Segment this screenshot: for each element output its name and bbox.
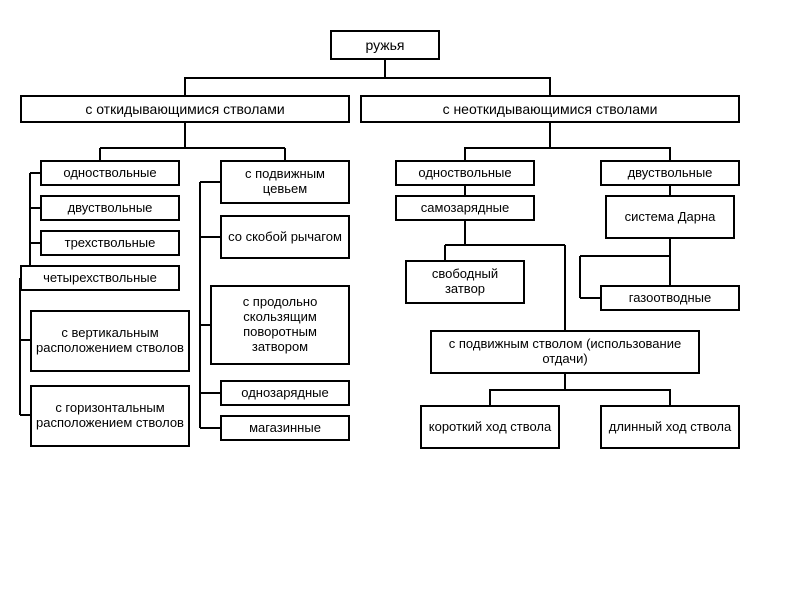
node-recoil: с подвижным стволом (использование отдач… <box>430 330 700 374</box>
node-blowback-label: свободный затвор <box>411 267 519 297</box>
node-darne: система Дарна <box>605 195 735 239</box>
node-forend-label: с подвижным цевьем <box>226 167 344 197</box>
node-single-shot: однозарядные <box>220 380 350 406</box>
node-selfload: самозарядные <box>395 195 535 221</box>
node-nt-two: двуствольные <box>600 160 740 186</box>
node-four-label: четырехствольные <box>43 271 157 286</box>
node-nontilt-label: с неоткидывающимися стволами <box>443 101 658 117</box>
node-two: двуствольные <box>40 195 180 221</box>
node-magazine: магазинные <box>220 415 350 441</box>
node-tilt-label: с откидывающимися стволами <box>85 101 284 117</box>
node-bolt-label: с продольно скользящим поворотным затвор… <box>216 295 344 355</box>
node-horiz: с горизонтальным расположением стволов <box>30 385 190 447</box>
node-nt-two-label: двуствольные <box>628 166 713 181</box>
node-nontilt: с неоткидывающимися стволами <box>360 95 740 123</box>
node-long-label: длинный ход ствола <box>609 420 731 435</box>
node-short: короткий ход ствола <box>420 405 560 449</box>
node-single-shot-label: однозарядные <box>241 386 328 401</box>
node-darne-label: система Дарна <box>625 210 716 225</box>
node-lever: со скобой рычагом <box>220 215 350 259</box>
node-long: длинный ход ствола <box>600 405 740 449</box>
node-tilt: с откидывающимися стволами <box>20 95 350 123</box>
node-two-label: двуствольные <box>68 201 153 216</box>
node-bolt: с продольно скользящим поворотным затвор… <box>210 285 350 365</box>
node-vert-label: с вертикальным расположением стволов <box>36 326 184 356</box>
node-root-label: ружья <box>365 37 404 53</box>
node-recoil-label: с подвижным стволом (использование отдач… <box>436 337 694 367</box>
node-forend: с подвижным цевьем <box>220 160 350 204</box>
diagram-canvas: ружья с откидывающимися стволами с неотк… <box>0 0 800 600</box>
node-magazine-label: магазинные <box>249 421 321 436</box>
node-nt-one-label: одноствольные <box>418 166 511 181</box>
node-blowback: свободный затвор <box>405 260 525 304</box>
node-one: одноствольные <box>40 160 180 186</box>
node-selfload-label: самозарядные <box>421 201 509 216</box>
node-three-label: трехствольные <box>65 236 156 251</box>
node-four: четырехствольные <box>20 265 180 291</box>
node-root: ружья <box>330 30 440 60</box>
node-nt-one: одноствольные <box>395 160 535 186</box>
node-short-label: короткий ход ствола <box>429 420 551 435</box>
node-three: трехствольные <box>40 230 180 256</box>
node-gas: газоотводные <box>600 285 740 311</box>
node-horiz-label: с горизонтальным расположением стволов <box>36 401 184 431</box>
node-vert: с вертикальным расположением стволов <box>30 310 190 372</box>
node-lever-label: со скобой рычагом <box>228 230 342 245</box>
node-one-label: одноствольные <box>63 166 156 181</box>
node-gas-label: газоотводные <box>629 291 712 306</box>
